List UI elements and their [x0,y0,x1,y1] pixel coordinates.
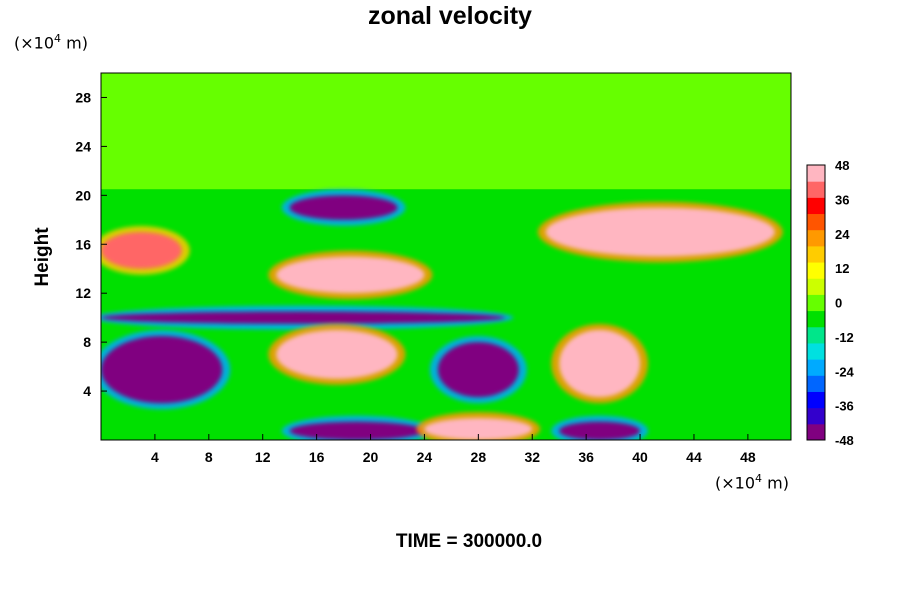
x-unit-exponent: 4 [755,472,763,485]
field-region [101,311,506,324]
x-axis-ticks: 4 8 12 16 20 24 28 32 36 40 44 48 [151,434,756,465]
colorbar-segment [807,294,825,312]
colorbar-tick-label: 12 [835,261,849,276]
colorbar-segment [807,407,825,425]
field-region [424,417,533,440]
colorbar-segment [807,197,825,215]
colorbar-segment [807,213,825,231]
y-tick-label: 28 [75,89,91,105]
field-region [101,232,182,269]
plot-frame [100,72,792,441]
y-unit-exponent: 4 [54,32,62,45]
x-unit-suffix: m) [762,473,789,493]
x-tick-label: 8 [205,449,213,465]
colorbar-segment [807,165,825,182]
colorbar-segment [807,342,825,360]
colorbar-tick-label: 48 [835,158,849,173]
colorbar-segment [807,310,825,328]
field-region [437,342,519,398]
x-tick-label: 16 [309,449,325,465]
field-region [289,421,425,440]
y-tick-label: 16 [75,236,91,252]
field-region [101,73,791,190]
colorbar-tick-label: 0 [835,296,842,311]
heatmap-field [101,73,791,440]
y-tick-label: 20 [75,187,91,203]
y-tick-label: 4 [83,383,91,399]
x-tick-label: 36 [578,449,594,465]
x-tick-label: 20 [363,449,379,465]
x-tick-label: 32 [524,449,540,465]
colorbar-segment [807,359,825,376]
y-tick-label: 12 [75,285,91,301]
colorbar-tick-label: 24 [835,227,850,242]
colorbar-tick-label: -12 [835,330,854,345]
y-axis-ticks: 4 8 12 16 20 24 28 [75,89,107,399]
field-region [276,256,425,294]
y-unit-suffix: m) [61,33,88,53]
colorbar-segment [807,245,825,263]
x-tick-label: 44 [686,449,702,465]
field-region [545,207,775,257]
field-region [101,336,223,404]
colorbar: 48 36 24 12 0 -12 -24 -36 -48 [806,158,855,448]
colorbar-segment [807,229,825,247]
colorbar-segment [807,391,825,409]
colorbar-tick-label: -24 [835,364,855,379]
field-region [559,329,641,398]
y-unit-prefix: (×10 [14,33,55,53]
x-axis-unit: (×104 m) [715,472,789,492]
y-tick-label: 24 [75,138,91,154]
colorbar-segment [807,326,825,344]
colorbar-tick-label: -48 [835,433,854,448]
y-axis-unit: (×104 m) [14,32,88,52]
colorbar-frame [806,164,826,441]
x-tick-label: 4 [151,449,159,465]
colorbar-tick-label: 36 [835,192,849,207]
colorbar-segment [807,181,825,198]
time-label: TIME = 300000.0 [395,531,543,552]
colorbar-tick-label: -36 [835,399,854,414]
x-unit-prefix: (×10 [715,473,756,493]
field-region [276,329,398,379]
x-tick-label: 28 [471,449,487,465]
field-region [289,195,398,220]
colorbar-segment [807,375,825,392]
colorbar-segment [807,423,825,441]
x-tick-label: 24 [417,449,433,465]
chart-title: zonal velocity [368,2,532,30]
colorbar-segment [807,262,825,279]
field-region [559,421,641,440]
x-tick-label: 12 [255,449,271,465]
x-tick-label: 40 [632,449,648,465]
colorbar-segment [807,278,825,295]
x-tick-label: 48 [740,449,756,465]
y-tick-label: 8 [83,334,91,350]
